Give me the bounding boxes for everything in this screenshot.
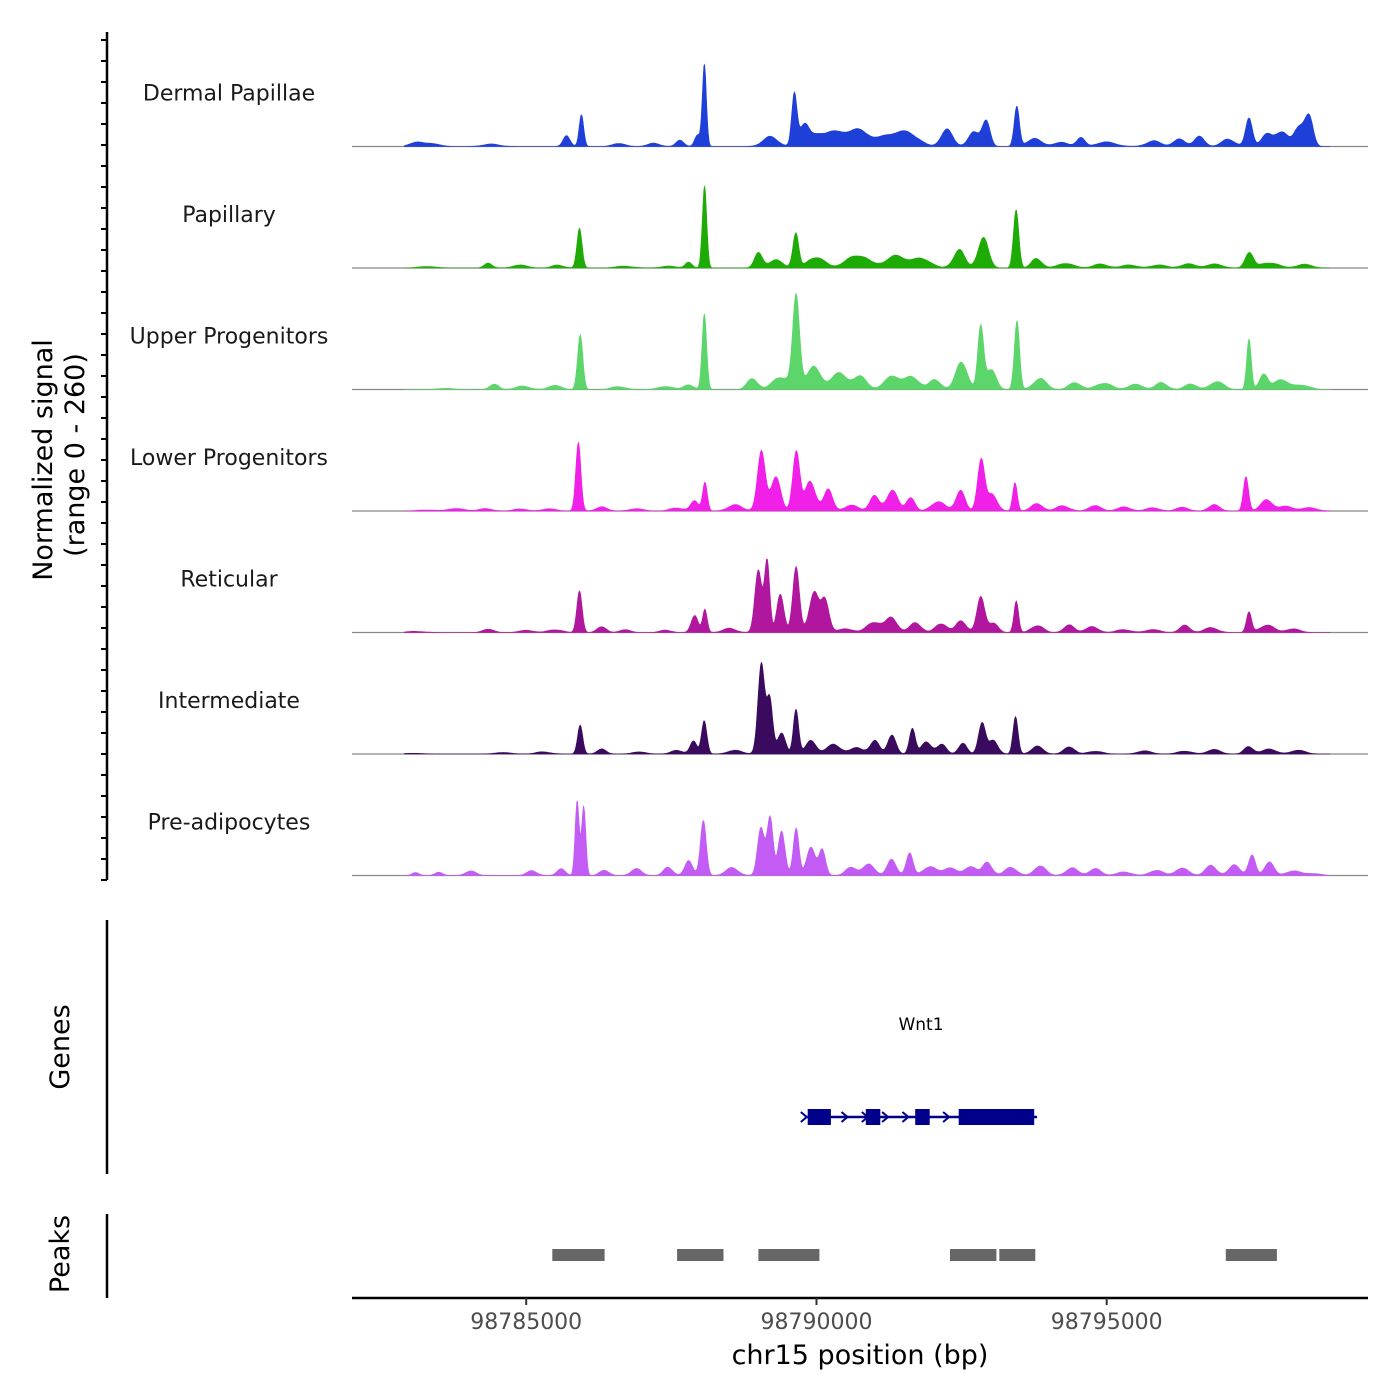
gene-exon xyxy=(807,1109,831,1125)
coverage-area xyxy=(404,63,1331,147)
track-label: Papillary xyxy=(182,203,276,228)
peak-region xyxy=(999,1249,1036,1261)
y-axis-label: Normalized signal (range 0 - 260) xyxy=(28,339,91,581)
genes-track-label: Genes xyxy=(45,1004,76,1089)
track-dermal-papillae: Dermal Papillae xyxy=(143,63,1368,148)
y-axis-label-line2: (range 0 - 260) xyxy=(60,353,91,557)
gene-exon xyxy=(865,1109,881,1125)
x-axis-ticks: 98785000 98790000 98795000 xyxy=(470,1298,1163,1335)
peak-region xyxy=(758,1249,820,1261)
strand-arrow xyxy=(942,1111,951,1123)
peak-regions-track xyxy=(552,1249,1277,1261)
gene-name-label: Wnt1 xyxy=(898,1015,943,1035)
track-papillary: Papillary xyxy=(182,185,1368,269)
coverage-area xyxy=(404,661,1331,755)
coverage-area xyxy=(404,292,1331,390)
x-tick-label: 98795000 xyxy=(1051,1310,1163,1335)
strand-arrow xyxy=(901,1111,910,1123)
track-label: Lower Progenitors xyxy=(130,446,328,471)
track-label: Dermal Papillae xyxy=(143,82,315,107)
track-intermediate: Intermediate xyxy=(158,661,1368,755)
track-pre-adipocytes: Pre-adipocytes xyxy=(148,800,1368,877)
coverage-area xyxy=(404,185,1331,269)
track-label: Intermediate xyxy=(158,689,300,714)
strand-arrow xyxy=(881,1111,890,1123)
coverage-area xyxy=(404,442,1331,512)
peak-region xyxy=(950,1249,997,1261)
x-tick-label: 98785000 xyxy=(470,1310,582,1335)
peak-region xyxy=(552,1249,605,1261)
gene-exon xyxy=(915,1109,930,1125)
track-label: Pre-adipocytes xyxy=(148,811,311,836)
x-axis-label: chr15 position (bp) xyxy=(732,1340,989,1371)
gene-exon xyxy=(958,1109,1035,1125)
track-reticular: Reticular xyxy=(180,558,1368,634)
coverage-area xyxy=(404,800,1332,876)
coverage-area xyxy=(404,558,1331,633)
track-lower-progenitors: Lower Progenitors xyxy=(130,442,1368,512)
peak-region xyxy=(1225,1249,1277,1261)
coverage-tracks: Dermal Papillae Papillary Upper Progenitor… xyxy=(130,63,1368,877)
track-label: Reticular xyxy=(180,568,278,593)
peaks-track-label: Peaks xyxy=(45,1215,76,1293)
y-axis-label-line1: Normalized signal xyxy=(28,339,59,581)
gene-annotation-track: Wnt1 xyxy=(800,1015,1038,1125)
track-upper-progenitors: Upper Progenitors xyxy=(130,292,1368,391)
track-label: Upper Progenitors xyxy=(130,325,329,350)
strand-arrow xyxy=(840,1111,850,1123)
peak-region xyxy=(677,1249,724,1261)
coverage-y-ticks xyxy=(101,39,107,881)
x-tick-label: 98790000 xyxy=(761,1310,873,1335)
gene-wnt1: Wnt1 xyxy=(800,1015,1038,1125)
strand-arrow xyxy=(800,1111,809,1123)
